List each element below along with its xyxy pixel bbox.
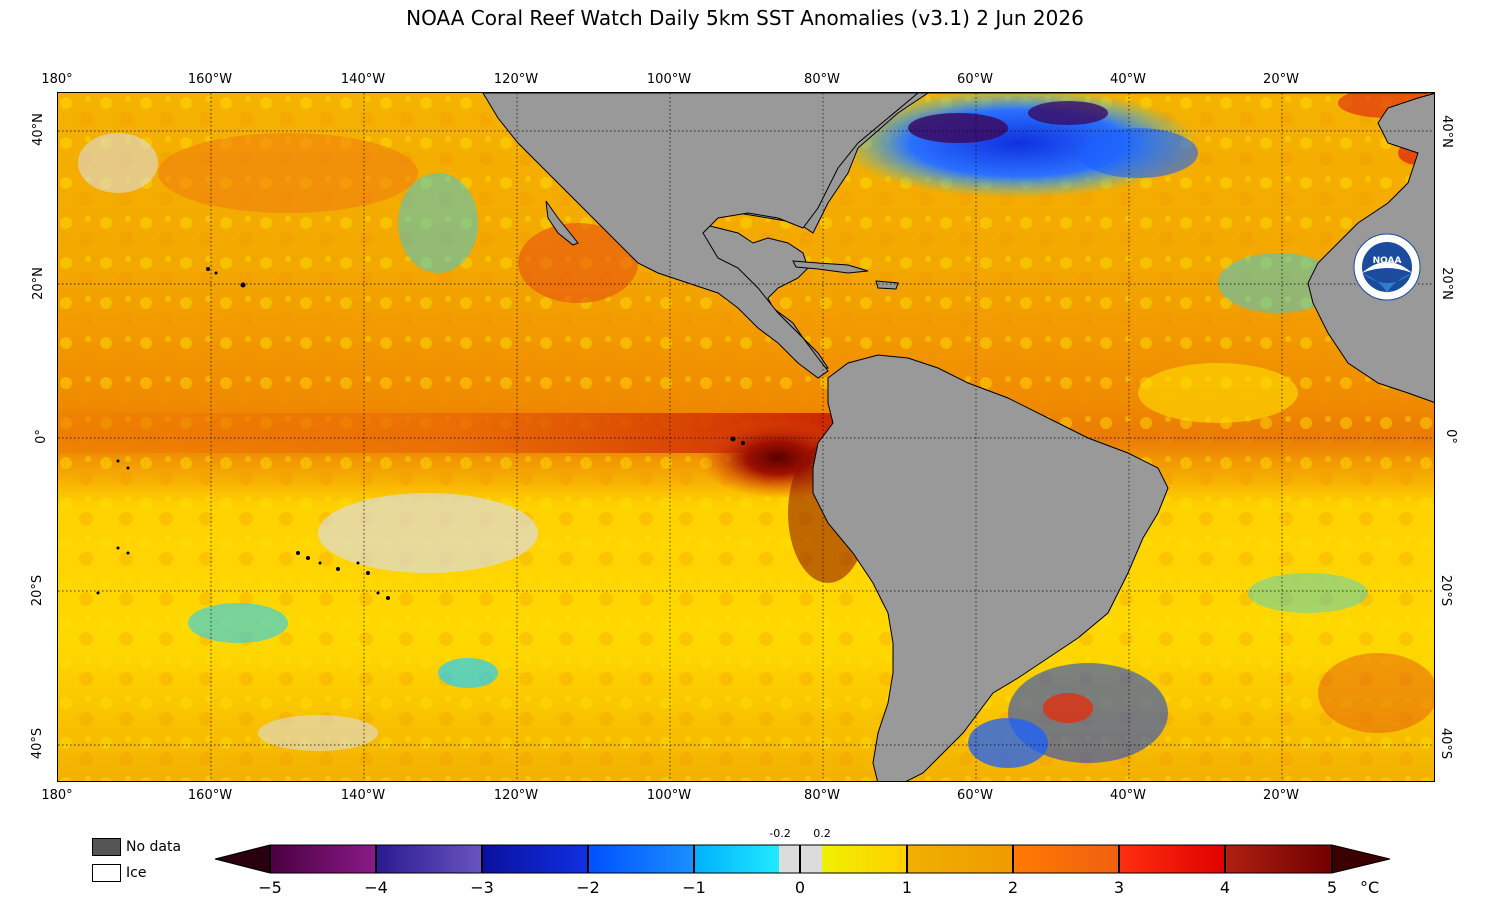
lat-tick-left: 20°S xyxy=(30,574,46,607)
colorbar-tick: 0 xyxy=(794,878,806,897)
lon-tick-top: 100°W xyxy=(646,72,692,87)
cool-patch xyxy=(1248,573,1368,613)
neutral-patch xyxy=(318,493,538,573)
sst-anomaly-map[interactable]: NOAA xyxy=(57,92,1435,782)
colorbar-tick: 4 xyxy=(1219,878,1231,897)
colorbar-small-tick: 0.2 xyxy=(813,827,831,840)
colorbar-tick: −2 xyxy=(576,878,600,897)
lat-tick-right: 20°N xyxy=(1438,267,1454,300)
colorbar-tick: 2 xyxy=(1007,878,1019,897)
pacific-islands xyxy=(96,267,745,600)
colorbar-tick: 3 xyxy=(1113,878,1125,897)
lon-tick-bottom: 40°W xyxy=(1110,788,1146,803)
lon-tick-top: 80°W xyxy=(804,72,840,87)
south-america-land xyxy=(812,354,1169,781)
very-cold-patch xyxy=(908,113,1008,143)
lon-tick-top: 180° xyxy=(41,72,73,87)
lon-tick-bottom: 120°W xyxy=(493,788,539,803)
lat-tick-right: 0° xyxy=(1442,429,1458,444)
cool-patch xyxy=(1218,253,1338,313)
lat-tick-left: 40°N xyxy=(30,113,46,146)
lat-tick-right: 40°S xyxy=(1438,727,1454,760)
lon-tick-bottom: 20°W xyxy=(1263,788,1299,803)
sw-atlantic-cold xyxy=(968,718,1048,768)
hispaniola xyxy=(875,280,899,290)
noaa-logo: NOAA xyxy=(1353,233,1421,301)
map-title: NOAA Coral Reef Watch Daily 5km SST Anom… xyxy=(406,6,1084,30)
colorbar-above-arrow xyxy=(1332,845,1390,873)
colorbar-unit: °C xyxy=(1360,878,1380,897)
cool-patch xyxy=(188,603,288,643)
colorbar-tick: −1 xyxy=(682,878,706,897)
lon-tick-bottom: 80°W xyxy=(804,788,840,803)
colorbar-tick: −5 xyxy=(258,878,282,897)
lon-tick-bottom: 140°W xyxy=(340,788,386,803)
noaa-logo-text: NOAA xyxy=(1373,256,1402,266)
no-data-swatch xyxy=(92,838,121,856)
neutral-patch xyxy=(78,133,158,193)
lon-tick-top: 120°W xyxy=(493,72,539,87)
warm-patch xyxy=(1318,653,1434,733)
lat-tick-left: 0° xyxy=(33,429,49,444)
colorbar-tick: −3 xyxy=(470,878,494,897)
lon-tick-bottom: 60°W xyxy=(957,788,993,803)
mexico-land xyxy=(482,93,919,379)
cool-patch xyxy=(438,658,498,688)
colorbar xyxy=(214,843,1391,879)
colorbar-tick: 1 xyxy=(901,878,913,897)
colorbar-below-arrow xyxy=(215,845,270,873)
lat-tick-right: 40°N xyxy=(1438,115,1454,148)
lon-tick-top: 160°W xyxy=(187,72,233,87)
lon-tick-bottom: 180° xyxy=(41,788,73,803)
lat-tick-left: 40°S xyxy=(30,727,46,760)
warm-patch xyxy=(158,133,418,213)
neutral-patch xyxy=(258,715,378,751)
baja-california xyxy=(545,200,579,246)
lon-tick-top: 40°W xyxy=(1110,72,1146,87)
ice-swatch xyxy=(92,864,121,882)
cold-patch xyxy=(1078,128,1198,178)
lon-tick-bottom: 100°W xyxy=(646,788,692,803)
colorbar-small-tick: -0.2 xyxy=(769,827,791,840)
warm-eddy xyxy=(1043,693,1093,723)
warm-patch xyxy=(518,223,638,303)
cuba xyxy=(792,260,869,274)
lon-tick-top: 140°W xyxy=(340,72,386,87)
lat-tick-left: 20°N xyxy=(30,267,46,300)
graticule xyxy=(58,93,1434,781)
colorbar-tick: 5 xyxy=(1326,878,1338,897)
no-data-label: No data xyxy=(126,839,182,855)
very-cold-patch xyxy=(1028,101,1108,125)
lon-tick-bottom: 160°W xyxy=(187,788,233,803)
colorbar-tick: −4 xyxy=(364,878,388,897)
lon-tick-top: 20°W xyxy=(1263,72,1299,87)
ice-label: Ice xyxy=(126,865,147,881)
lon-tick-top: 60°W xyxy=(957,72,993,87)
cool-patch xyxy=(398,173,478,273)
lat-tick-right: 20°S xyxy=(1438,574,1454,607)
warm-patch xyxy=(1138,363,1298,423)
